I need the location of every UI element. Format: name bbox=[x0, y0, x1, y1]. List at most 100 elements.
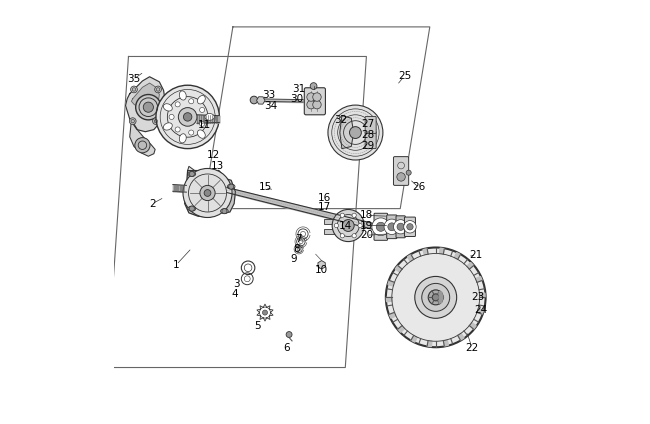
Circle shape bbox=[200, 107, 205, 112]
Circle shape bbox=[183, 168, 232, 218]
Circle shape bbox=[222, 209, 227, 214]
FancyBboxPatch shape bbox=[387, 215, 397, 239]
Polygon shape bbox=[131, 83, 159, 110]
Circle shape bbox=[350, 127, 361, 139]
Circle shape bbox=[376, 222, 385, 232]
Text: 23: 23 bbox=[471, 293, 485, 302]
Text: 19: 19 bbox=[360, 220, 373, 231]
Circle shape bbox=[397, 173, 406, 181]
FancyBboxPatch shape bbox=[393, 156, 409, 185]
Circle shape bbox=[188, 99, 194, 104]
Polygon shape bbox=[423, 249, 428, 255]
Text: 11: 11 bbox=[198, 120, 211, 130]
Ellipse shape bbox=[179, 134, 186, 143]
Circle shape bbox=[136, 95, 161, 120]
Text: 35: 35 bbox=[127, 74, 140, 84]
Circle shape bbox=[250, 96, 258, 104]
Circle shape bbox=[393, 220, 408, 234]
Polygon shape bbox=[395, 265, 402, 272]
Circle shape bbox=[286, 332, 292, 338]
Circle shape bbox=[407, 223, 413, 230]
Text: 34: 34 bbox=[265, 100, 278, 111]
Text: 28: 28 bbox=[361, 130, 375, 140]
Polygon shape bbox=[398, 326, 405, 332]
Bar bbox=[324, 219, 339, 224]
Circle shape bbox=[352, 213, 356, 218]
Text: 16: 16 bbox=[318, 193, 331, 204]
FancyBboxPatch shape bbox=[365, 117, 376, 134]
Polygon shape bbox=[218, 170, 235, 213]
Circle shape bbox=[155, 86, 161, 93]
Polygon shape bbox=[443, 340, 448, 346]
Polygon shape bbox=[480, 293, 485, 297]
Ellipse shape bbox=[179, 91, 186, 100]
Ellipse shape bbox=[163, 123, 172, 130]
Circle shape bbox=[384, 219, 400, 234]
Circle shape bbox=[358, 223, 362, 228]
Circle shape bbox=[422, 283, 450, 311]
Text: 22: 22 bbox=[465, 343, 478, 353]
Ellipse shape bbox=[188, 171, 196, 176]
Polygon shape bbox=[439, 248, 445, 254]
Circle shape bbox=[307, 100, 315, 109]
Polygon shape bbox=[185, 170, 227, 217]
Circle shape bbox=[129, 118, 136, 125]
Text: 12: 12 bbox=[207, 150, 220, 160]
Polygon shape bbox=[458, 333, 464, 340]
Text: 8: 8 bbox=[293, 244, 300, 254]
Polygon shape bbox=[125, 77, 165, 132]
Polygon shape bbox=[130, 120, 155, 156]
Text: 17: 17 bbox=[318, 202, 331, 212]
Circle shape bbox=[200, 185, 215, 201]
FancyBboxPatch shape bbox=[304, 88, 326, 115]
Polygon shape bbox=[469, 323, 476, 329]
Text: 31: 31 bbox=[292, 84, 306, 94]
Bar bbox=[324, 229, 339, 234]
Circle shape bbox=[169, 114, 174, 120]
Text: 29: 29 bbox=[361, 142, 375, 151]
Ellipse shape bbox=[227, 184, 235, 189]
Text: 32: 32 bbox=[335, 115, 348, 125]
FancyBboxPatch shape bbox=[396, 216, 406, 238]
Ellipse shape bbox=[220, 209, 228, 214]
Polygon shape bbox=[476, 276, 482, 282]
Circle shape bbox=[313, 93, 321, 101]
Text: 15: 15 bbox=[258, 182, 272, 192]
Text: 20: 20 bbox=[360, 230, 373, 240]
Circle shape bbox=[175, 102, 180, 107]
Circle shape bbox=[386, 248, 486, 347]
Circle shape bbox=[313, 100, 321, 109]
Circle shape bbox=[328, 105, 383, 160]
Ellipse shape bbox=[198, 95, 205, 104]
Circle shape bbox=[204, 190, 211, 196]
Ellipse shape bbox=[198, 130, 205, 138]
Circle shape bbox=[143, 102, 153, 112]
Polygon shape bbox=[340, 116, 354, 148]
Circle shape bbox=[397, 223, 404, 230]
Polygon shape bbox=[454, 253, 460, 259]
Circle shape bbox=[404, 220, 416, 233]
Circle shape bbox=[263, 310, 268, 315]
Text: 2: 2 bbox=[150, 198, 156, 209]
Text: 24: 24 bbox=[474, 305, 487, 315]
Text: 5: 5 bbox=[254, 321, 261, 331]
Circle shape bbox=[307, 93, 315, 101]
Circle shape bbox=[200, 121, 205, 126]
Circle shape bbox=[428, 290, 443, 305]
Text: 14: 14 bbox=[339, 220, 352, 231]
Text: 27: 27 bbox=[361, 119, 375, 129]
Circle shape bbox=[334, 223, 339, 228]
Circle shape bbox=[432, 294, 439, 301]
Circle shape bbox=[135, 138, 150, 153]
Polygon shape bbox=[388, 281, 395, 286]
Text: 26: 26 bbox=[412, 182, 426, 192]
Circle shape bbox=[352, 234, 356, 238]
Circle shape bbox=[229, 184, 234, 189]
Text: 10: 10 bbox=[315, 265, 328, 275]
FancyBboxPatch shape bbox=[365, 132, 376, 148]
Text: 7: 7 bbox=[296, 234, 302, 245]
Text: 3: 3 bbox=[233, 279, 240, 289]
Circle shape bbox=[189, 171, 194, 176]
Text: 33: 33 bbox=[263, 89, 276, 100]
Polygon shape bbox=[188, 166, 227, 179]
